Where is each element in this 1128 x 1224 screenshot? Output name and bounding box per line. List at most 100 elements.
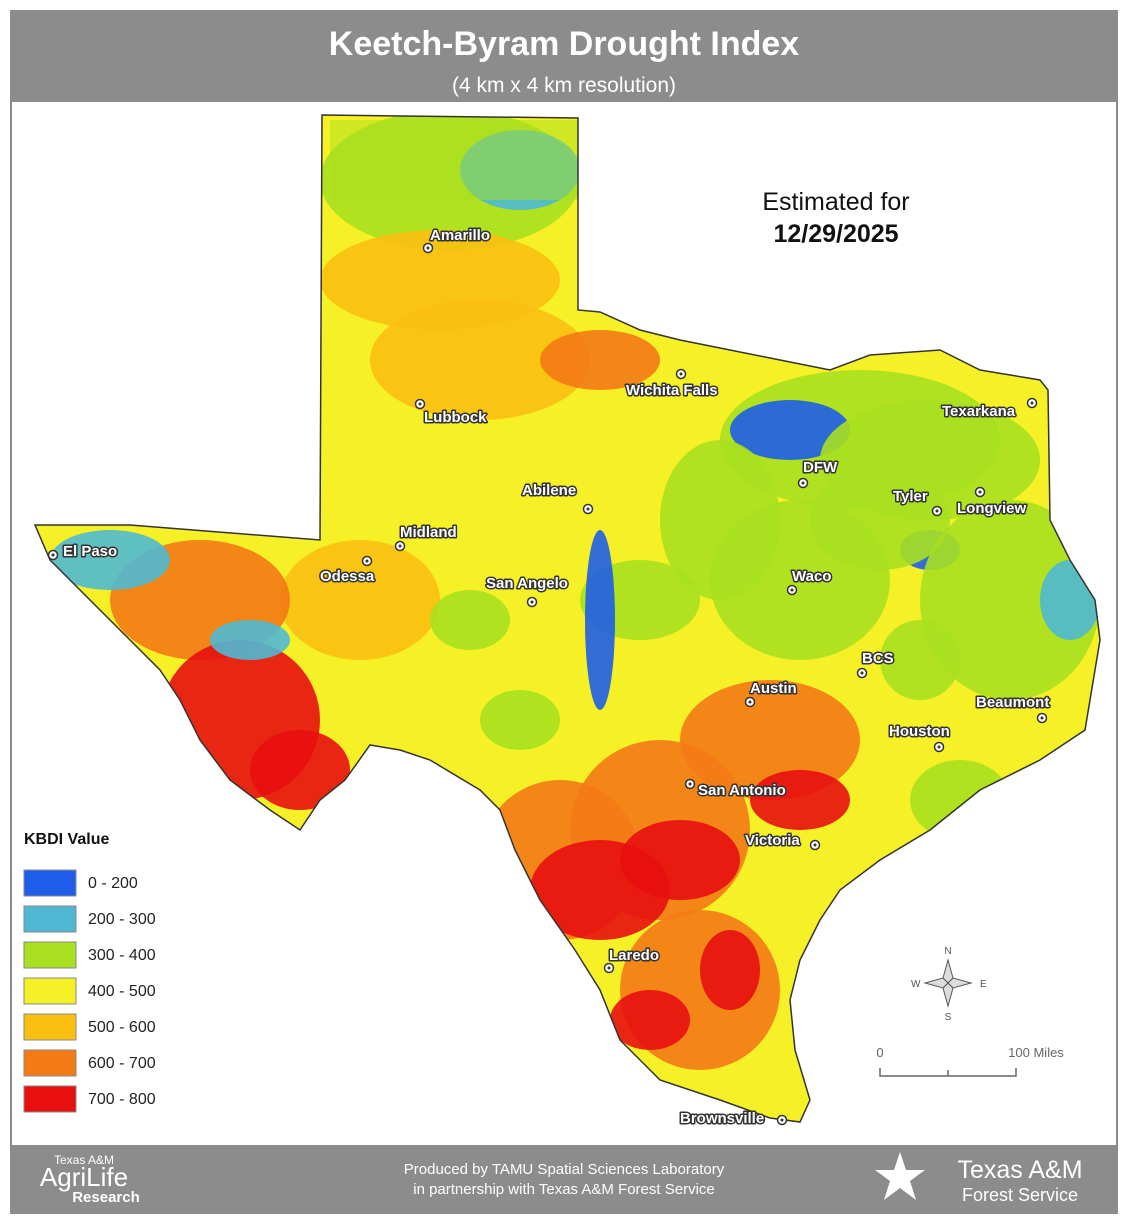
city-label: Austin xyxy=(750,680,797,697)
legend-swatch xyxy=(23,869,77,897)
city-dot-center xyxy=(937,745,941,749)
city-dot-center xyxy=(365,559,369,563)
legend-swatch xyxy=(23,977,77,1005)
city-dot-center xyxy=(748,700,752,704)
legend-label: 200 - 300 xyxy=(88,911,156,928)
compass xyxy=(923,958,973,1008)
city-label: Beaumont xyxy=(976,694,1049,711)
legend-title: KBDI Value xyxy=(24,831,109,848)
city-dot-center xyxy=(688,782,692,786)
city-label: Houston xyxy=(889,723,950,740)
agrilife-line3: Research xyxy=(72,1189,140,1206)
title: Keetch-Byram Drought Index xyxy=(329,25,799,63)
region xyxy=(610,990,690,1050)
city-label: Laredo xyxy=(609,947,659,964)
region xyxy=(700,930,760,1010)
legend-swatch xyxy=(23,1085,77,1113)
city-dot-center xyxy=(530,600,534,604)
city-label: Wichita Falls xyxy=(626,382,718,399)
region xyxy=(210,620,290,660)
city-dot-center xyxy=(679,372,683,376)
city-dot-center xyxy=(51,553,55,557)
scale-bar xyxy=(879,1068,1017,1077)
legend-swatch xyxy=(23,1049,77,1077)
agrilife-line2: AgriLife xyxy=(40,1162,128,1192)
legend-swatch xyxy=(23,905,77,933)
legend: 0 - 200 200 - 300 300 - 400 400 - 500 500 - … xyxy=(23,869,156,1113)
compass-s: S xyxy=(945,1012,952,1023)
legend-label: 300 - 400 xyxy=(88,947,156,964)
city-label: Texarkana xyxy=(942,403,1016,420)
city-label: Abilene xyxy=(522,482,576,499)
city-dot-center xyxy=(586,507,590,511)
compass-w: W xyxy=(911,979,921,990)
legend-swatch xyxy=(23,941,77,969)
agrilife-line1: Texas A&M xyxy=(54,1153,114,1167)
subtitle: (4 km x 4 km resolution) xyxy=(452,74,676,97)
legend-swatch xyxy=(23,1013,77,1041)
city-label: San Angelo xyxy=(486,575,568,592)
region xyxy=(680,680,860,800)
city-dot-center xyxy=(860,671,864,675)
region xyxy=(620,820,740,900)
city-label: Brownsville xyxy=(680,1110,764,1127)
region xyxy=(750,770,850,830)
cities: Amarillo Lubbock Wichita Falls Texarkana DFW… xyxy=(47,226,1051,1129)
region xyxy=(810,470,950,570)
city-dot-center xyxy=(790,588,794,592)
city-dot-center xyxy=(780,1118,784,1122)
scale-start: 0 xyxy=(876,1045,883,1060)
region xyxy=(920,500,1100,700)
city-label: Lubbock xyxy=(424,409,487,426)
footer-band xyxy=(12,1145,1116,1212)
compass-n: N xyxy=(944,946,951,957)
legend-label: 700 - 800 xyxy=(88,1091,156,1108)
date-value: 12/29/2025 xyxy=(773,220,898,248)
scale-end: 100 Miles xyxy=(1008,1045,1064,1060)
legend-label: 400 - 500 xyxy=(88,983,156,1000)
forest-line2: Forest Service xyxy=(962,1185,1078,1205)
footer-line1: Produced by TAMU Spatial Sciences Labora… xyxy=(404,1161,725,1178)
city-label: Amarillo xyxy=(430,227,490,244)
city-label: DFW xyxy=(803,459,838,476)
region xyxy=(370,300,590,420)
region xyxy=(540,330,660,390)
city-label: San Antonio xyxy=(698,782,786,799)
compass-e: E xyxy=(980,979,987,990)
city-dot-center xyxy=(426,246,430,250)
city-dot-center xyxy=(607,966,611,970)
forest-line1: Texas A&M xyxy=(957,1156,1082,1184)
footer-line2: in partnership with Texas A&M Forest Ser… xyxy=(413,1181,715,1198)
city-label: Longview xyxy=(957,500,1027,517)
city-dot-center xyxy=(1040,716,1044,720)
city-dot-center xyxy=(1030,401,1034,405)
legend-label: 600 - 700 xyxy=(88,1055,156,1072)
city-dot-center xyxy=(813,843,817,847)
region xyxy=(250,730,350,810)
city-label: Odessa xyxy=(320,568,375,585)
city-label: Victoria xyxy=(745,832,800,849)
legend-label: 500 - 600 xyxy=(88,1019,156,1036)
city-dot-center xyxy=(418,402,422,406)
region xyxy=(585,530,615,710)
city-label: El Paso xyxy=(63,543,117,560)
region xyxy=(730,400,850,460)
date-label: Estimated for xyxy=(762,188,909,216)
star-logo xyxy=(875,1152,925,1200)
city-dot-center xyxy=(978,490,982,494)
legend-label: 0 - 200 xyxy=(88,875,138,892)
region xyxy=(880,620,960,700)
region xyxy=(430,590,510,650)
region xyxy=(480,690,560,750)
city-label: Midland xyxy=(400,524,457,541)
city-label: Tyler xyxy=(893,488,928,505)
city-label: Waco xyxy=(792,568,831,585)
city-dot-center xyxy=(935,509,939,513)
region xyxy=(50,530,170,590)
region xyxy=(330,120,580,200)
city-dot-center xyxy=(398,544,402,548)
header-band xyxy=(12,12,1116,102)
city-dot-center xyxy=(801,481,805,485)
